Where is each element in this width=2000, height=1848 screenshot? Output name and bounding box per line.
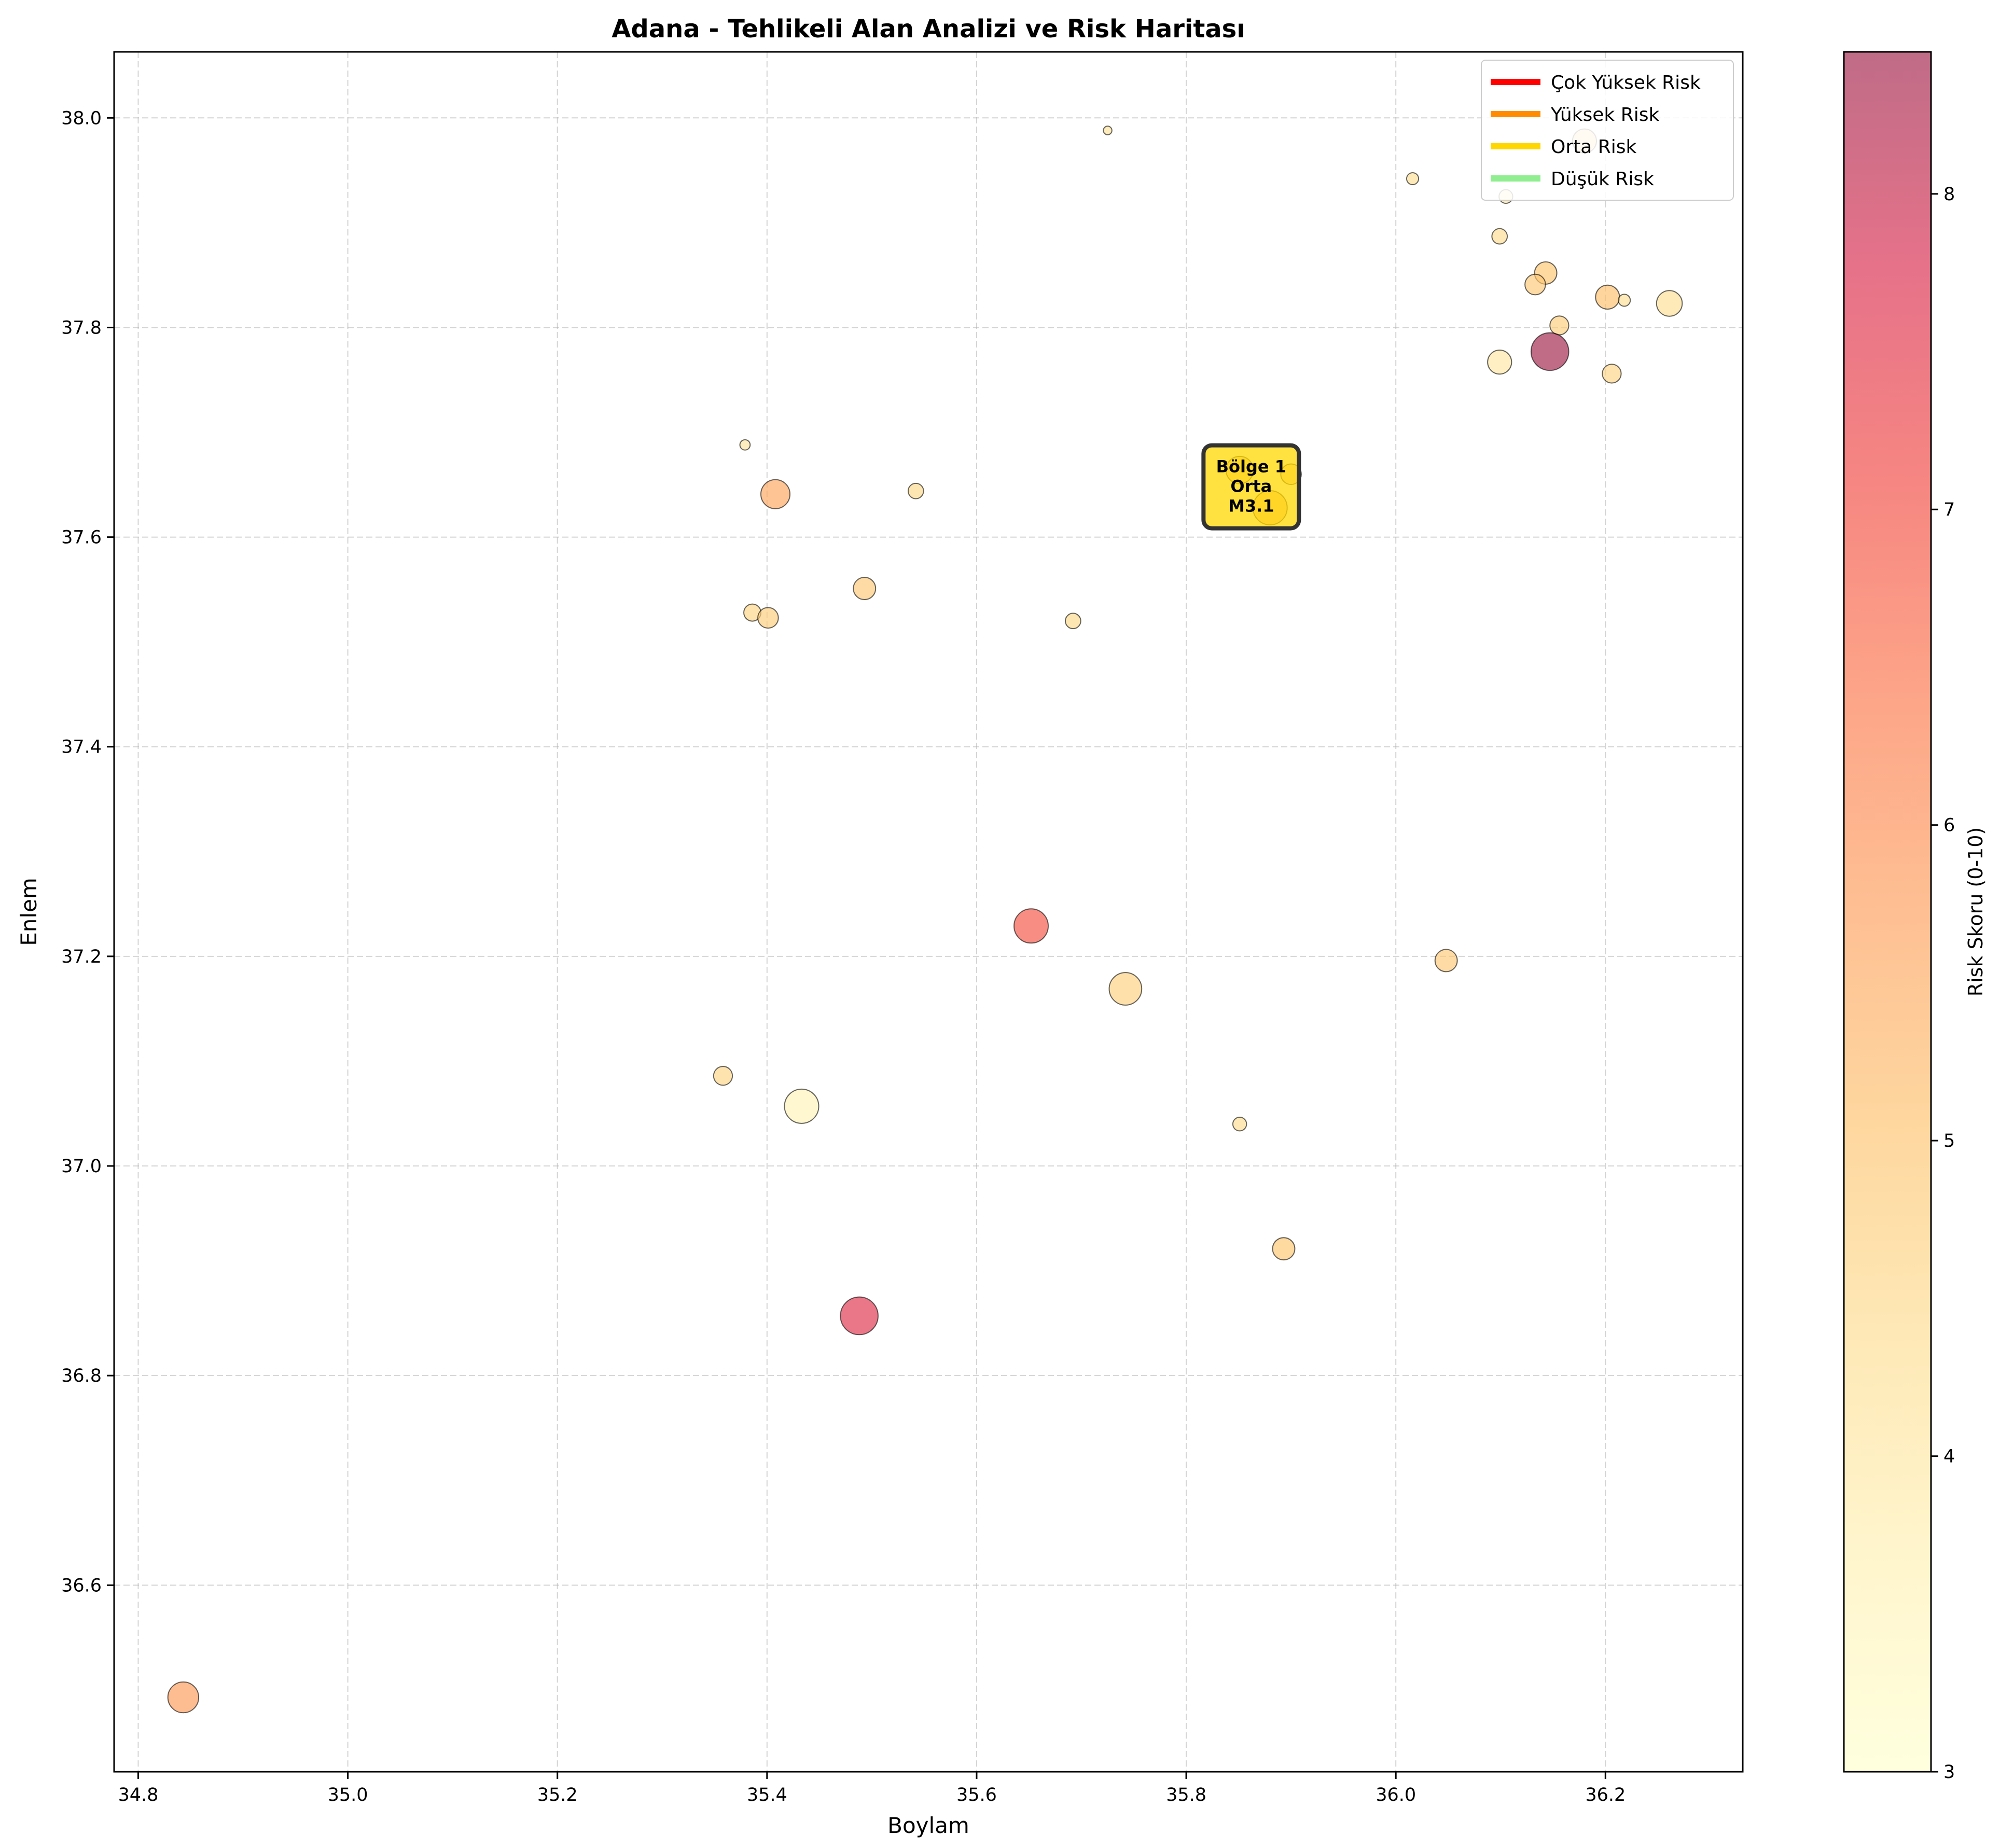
grid-lines	[114, 52, 1743, 1772]
risk-point	[1013, 908, 1049, 944]
colorbar-ticks: 3 4 5 6 7 8	[1931, 184, 1955, 1783]
annotation-line-1: Bölge 1	[1216, 457, 1286, 477]
y-axis-ticks: 36.6 36.8 37.0 37.2 37.4 37.6 37.8 38.0	[61, 108, 114, 1596]
legend-box	[1481, 60, 1734, 201]
y-tick-label: 37.6	[61, 527, 102, 548]
annotation-box	[1201, 443, 1301, 531]
risk-point	[757, 607, 779, 629]
y-tick-label: 37.8	[61, 317, 102, 338]
risk-point	[1602, 364, 1622, 384]
x-tick-label: 34.8	[118, 1785, 159, 1805]
y-tick-label: 37.0	[61, 1156, 102, 1177]
colorbar: 3 4 5 6 7 8 Risk Skoru (0-10)	[1843, 51, 1987, 1783]
risk-point	[1064, 613, 1081, 630]
y-axis-label: Enlem	[16, 878, 41, 946]
annotation-line-3: M3.1	[1228, 496, 1274, 516]
colorbar-label: Risk Skoru (0-10)	[1964, 827, 1987, 997]
risk-point	[167, 1681, 200, 1714]
colorbar-tick-label: 5	[1943, 1131, 1955, 1151]
y-tick-label: 38.0	[61, 108, 102, 129]
risk-point	[1595, 284, 1620, 310]
colorbar-tick-label: 8	[1943, 184, 1955, 205]
risk-point	[907, 482, 924, 499]
x-tick-label: 35.6	[956, 1785, 997, 1805]
annotation-callout: Bölge 1 Orta M3.1	[1201, 443, 1301, 531]
y-tick-label: 37.2	[61, 947, 102, 967]
x-tick-label: 36.2	[1585, 1785, 1626, 1805]
risk-point	[1530, 332, 1570, 371]
risk-point	[1656, 290, 1683, 317]
chart-title: Adana - Tehlikeli Alan Analizi ve Risk H…	[612, 15, 1245, 44]
risk-point	[1108, 972, 1143, 1006]
risk-point	[840, 1296, 879, 1336]
x-axis-label: Boylam	[887, 1813, 969, 1838]
colorbar-tick-label: 4	[1943, 1447, 1955, 1467]
risk-point	[1232, 1116, 1247, 1132]
x-tick-label: 35.0	[328, 1785, 368, 1805]
colorbar-tick-label: 6	[1943, 815, 1955, 836]
x-tick-label: 35.8	[1166, 1785, 1206, 1805]
x-tick-label: 36.0	[1376, 1785, 1416, 1805]
colorbar-gradient	[1843, 51, 1932, 1773]
risk-point	[1406, 172, 1420, 186]
risk-point	[1272, 1237, 1296, 1261]
scatter-points	[167, 126, 1683, 1714]
x-tick-label: 35.2	[537, 1785, 578, 1805]
risk-point	[739, 439, 751, 451]
risk-point	[1618, 294, 1631, 307]
risk-point	[713, 1066, 733, 1086]
risk-point	[1524, 273, 1546, 296]
legend-label: Yüksek Risk	[1550, 104, 1659, 126]
x-axis-ticks: 34.8 35.0 35.2 35.4 35.6 35.8 36.0 36.2	[118, 1772, 1626, 1805]
risk-point	[1491, 228, 1508, 245]
legend-label: Orta Risk	[1551, 136, 1637, 158]
risk-point	[784, 1088, 820, 1124]
plot-frame	[113, 51, 1744, 1773]
risk-point	[1103, 126, 1113, 135]
y-tick-label: 36.8	[61, 1366, 102, 1386]
legend-label: Çok Yüksek Risk	[1551, 72, 1701, 93]
y-tick-label: 37.4	[61, 737, 102, 758]
colorbar-tick-label: 7	[1943, 499, 1955, 520]
legend: Çok Yüksek Risk Yüksek Risk Orta Risk Düşük…	[1481, 60, 1734, 201]
risk-point	[760, 479, 791, 509]
colorbar-tick-label: 3	[1943, 1762, 1955, 1783]
risk-point	[853, 577, 877, 601]
risk-point	[1487, 350, 1512, 375]
risk-point	[1434, 949, 1458, 972]
y-tick-label: 36.6	[61, 1575, 102, 1596]
annotation-line-2: Orta	[1230, 477, 1272, 496]
legend-label: Düşük Risk	[1551, 169, 1654, 190]
x-tick-label: 35.4	[747, 1785, 787, 1805]
risk-point	[1549, 315, 1570, 336]
